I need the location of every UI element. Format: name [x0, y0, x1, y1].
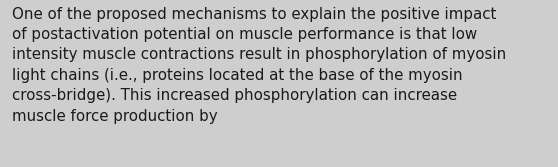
Text: One of the proposed mechanisms to explain the positive impact
of postactivation : One of the proposed mechanisms to explai… — [12, 7, 507, 124]
